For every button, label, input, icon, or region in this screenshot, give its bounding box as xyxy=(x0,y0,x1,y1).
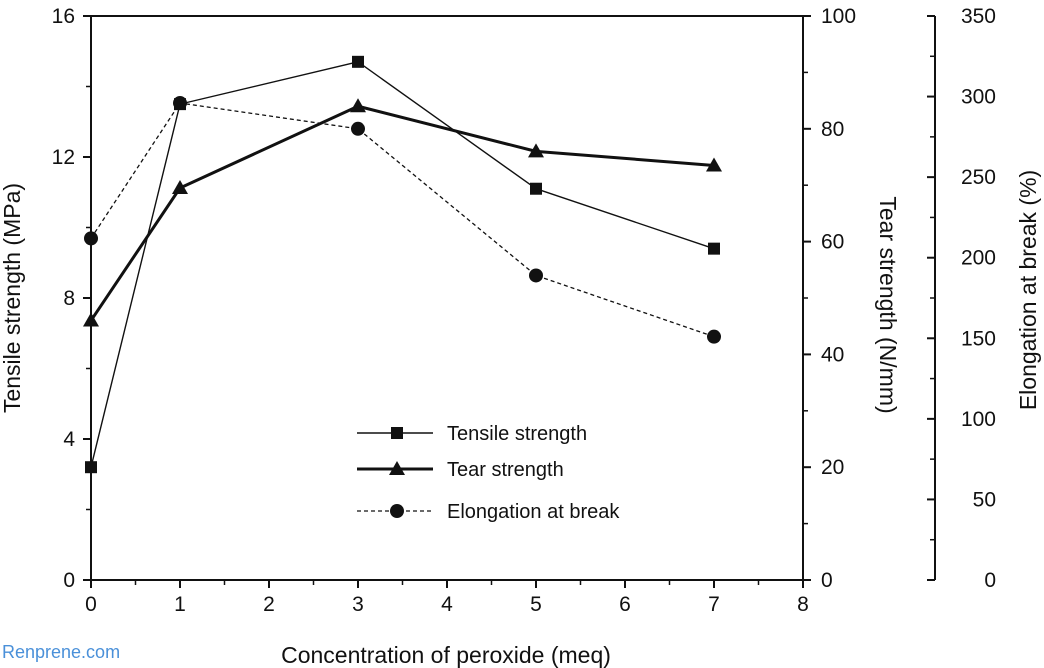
x-tick-label: 8 xyxy=(797,593,809,616)
x-tick-label: 1 xyxy=(174,593,186,616)
elongation-tick-label: 250 xyxy=(961,166,996,189)
series-markers xyxy=(83,55,722,474)
left-tick-label: 8 xyxy=(63,287,75,310)
point-triangle xyxy=(83,312,99,327)
series-line-0 xyxy=(90,61,715,468)
legend-marker xyxy=(391,427,403,439)
series-line-1 xyxy=(89,104,715,322)
legend-label: Tensile strength xyxy=(447,423,587,445)
right-tick-label: 40 xyxy=(821,343,844,366)
point-circle xyxy=(84,231,98,246)
elongation-tick-label: 150 xyxy=(961,327,996,350)
elongation-tick-label: 200 xyxy=(961,247,996,270)
x-axis-label: Concentration of peroxide (meq) xyxy=(281,642,611,668)
series-lines xyxy=(89,61,715,468)
x-tick-label: 6 xyxy=(619,593,631,616)
elongation-tick-label: 300 xyxy=(961,86,996,109)
right-tick-label: 20 xyxy=(821,456,844,479)
x-tick-label: 2 xyxy=(263,593,275,616)
axis-ticks: 0 1 2 3 4 5 6 7 80481216020406080100050100150200… xyxy=(52,5,996,616)
point-square xyxy=(85,461,97,474)
right-tick-label: 60 xyxy=(821,231,844,254)
watermark: Renprene.com xyxy=(2,642,121,662)
elongation-tick-label: 0 xyxy=(984,569,996,592)
elongation-tick-label: 100 xyxy=(961,408,996,431)
elongation-tick-label: 50 xyxy=(973,488,996,511)
point-square xyxy=(352,55,364,68)
point-circle xyxy=(529,268,543,283)
x-tick-label: 4 xyxy=(441,593,453,616)
right-tick-label: 80 xyxy=(821,118,844,141)
point-square xyxy=(530,182,542,195)
left-tick-label: 0 xyxy=(63,569,75,592)
legend-label: Tear strength xyxy=(447,459,564,481)
elongation-tick-label: 350 xyxy=(961,5,996,28)
point-circle xyxy=(707,329,721,344)
legend-marker xyxy=(389,461,405,475)
x-tick-label: 3 xyxy=(352,593,364,616)
right-tick-label: 0 xyxy=(821,569,833,592)
point-circle xyxy=(173,96,187,111)
point-triangle xyxy=(706,157,722,172)
point-square xyxy=(708,242,720,255)
left-axis-label: Tensile strength (MPa) xyxy=(0,183,25,413)
point-triangle xyxy=(528,143,544,158)
right-axis-label-tear: Tear strength (N/mm) xyxy=(875,196,901,413)
x-tick-label: 0 xyxy=(85,593,97,616)
legend-label: Elongation at break xyxy=(447,501,620,523)
legend: Tensile strength Tear strength Elongation … xyxy=(357,423,620,523)
point-triangle xyxy=(172,180,188,195)
series-line-2 xyxy=(90,102,715,338)
point-circle xyxy=(351,121,365,136)
right-tick-label: 100 xyxy=(821,5,856,28)
legend-marker xyxy=(390,504,404,518)
plot-frame xyxy=(90,15,936,581)
left-tick-label: 16 xyxy=(52,5,75,28)
left-tick-label: 12 xyxy=(52,146,75,169)
left-tick-label: 4 xyxy=(63,428,75,451)
x-tick-label: 5 xyxy=(530,593,542,616)
point-triangle xyxy=(350,98,366,113)
right-axis-label-elongation: Elongation at break (%) xyxy=(1015,170,1041,410)
x-tick-label: 7 xyxy=(708,593,720,616)
